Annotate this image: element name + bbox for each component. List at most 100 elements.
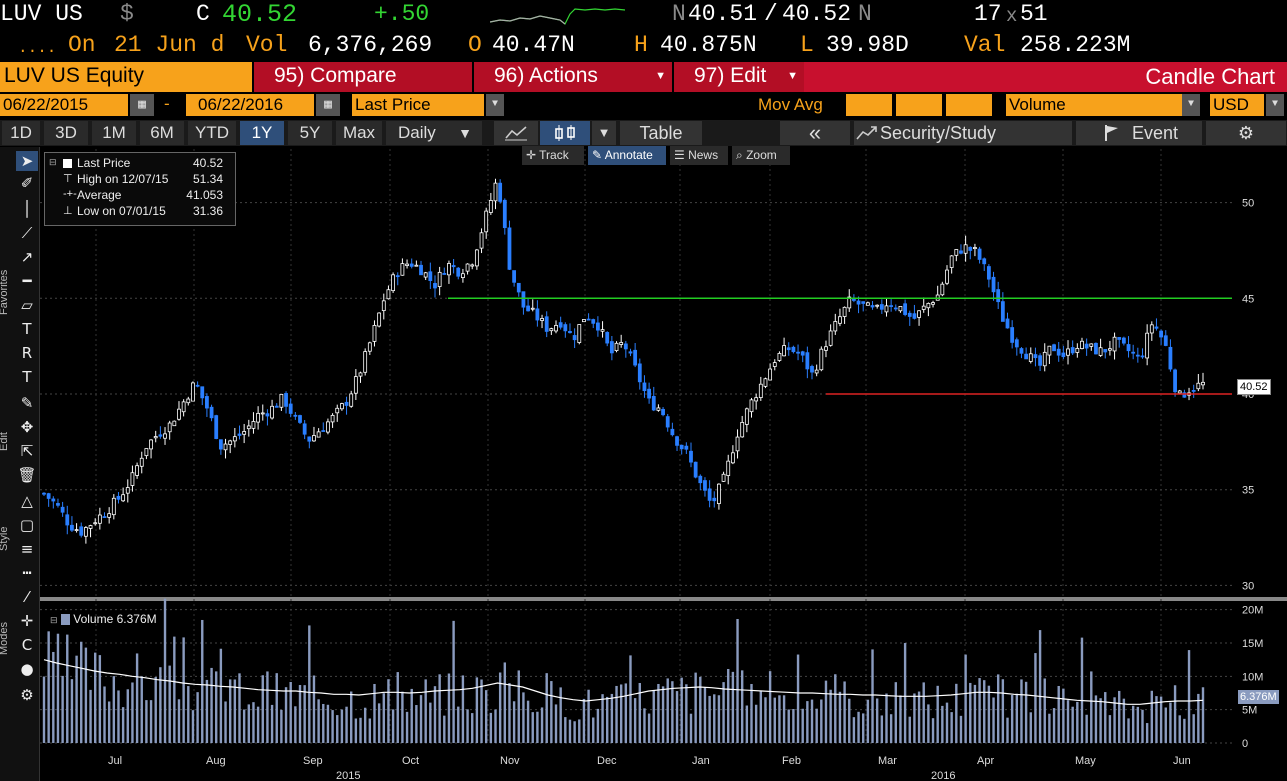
eraser-icon[interactable]: ⁄ [25,588,29,606]
dropdown-arrow-icon[interactable]: ▼ [486,94,504,116]
candle-body [758,383,763,398]
vertical-line-icon[interactable]: │ [22,200,32,218]
dash-style-icon[interactable]: ┅ [22,564,32,582]
frequency-select[interactable]: Daily ▼ [386,121,482,145]
volume-bar [959,715,963,743]
news-button[interactable]: ☰ News [670,146,728,165]
volume-bar [908,716,911,743]
mov-avg-input-3[interactable] [946,94,992,116]
volume-value: 6,376,269 [308,32,433,58]
ray-icon[interactable]: ↗ [20,248,34,266]
back-icon[interactable]: « [780,121,850,145]
candle-body [470,264,475,267]
dropdown-arrow-icon[interactable]: ▼ [1182,94,1200,116]
candle-body [544,316,549,332]
select-icon[interactable]: ⇱ [20,442,34,460]
currency-select[interactable]: USD [1210,94,1264,116]
period-1d[interactable]: 1D [2,121,40,145]
security-study-button[interactable]: Security/Study [854,121,1072,145]
candle-body [591,319,596,324]
ruler-icon[interactable]: R [21,344,33,362]
volume-bar [838,691,842,743]
pencil-icon[interactable]: ✎ [20,394,34,412]
line-chart-icon[interactable] [494,121,538,145]
calendar-icon[interactable]: ▦ [316,94,340,116]
end-date-input[interactable]: 06/22/2016 [186,94,314,116]
lower-study-select[interactable]: Volume [1006,94,1182,116]
percent-icon[interactable]: T [22,368,32,386]
line-weight-icon[interactable]: ≡ [20,540,34,558]
price-legend[interactable]: ⊟ Last Price 40.52 ⊤ High on 12/07/15 51… [44,152,236,226]
period-3d[interactable]: 3D [44,121,88,145]
candle-body [712,497,717,502]
text-icon[interactable]: T [22,320,32,338]
month-label: Oct [402,755,419,767]
volume-bar [182,637,185,743]
period-ytd[interactable]: YTD [188,121,236,145]
event-button[interactable]: Event [1076,121,1202,145]
period-5y[interactable]: 5Y [288,121,332,145]
candle-body [409,263,414,267]
price-field-select[interactable]: Last Price [352,94,484,116]
pen-icon[interactable]: ✐ [20,174,34,192]
period-max[interactable]: Max [336,121,382,145]
horizontal-line-icon[interactable]: ━ [22,272,32,290]
ticker-symbol[interactable]: LUV US [0,1,83,27]
line-style-icon[interactable]: △ [21,492,33,510]
volume-tick-label: 5M [1242,705,1257,717]
move-icon[interactable]: ✥ [20,418,34,436]
crosshair-icon[interactable]: ✛ [20,612,34,630]
period-6m[interactable]: 6M [140,121,184,145]
candle-body [149,439,153,450]
candle-body [274,405,279,408]
calendar-icon[interactable]: ▦ [130,94,154,116]
annotate-button[interactable]: ✎ Annotate [588,146,666,165]
collapse-icon[interactable]: ⊟ [50,615,58,625]
table-button[interactable]: Table [620,121,702,145]
pointer-icon[interactable]: ➤ [16,151,38,171]
chart-type-dropdown-icon[interactable]: ▼ [592,121,616,145]
trash-icon[interactable]: 🗑 [17,466,37,484]
options-gear-icon[interactable]: ⚙ [20,686,34,704]
magnet-icon[interactable]: C [21,636,33,654]
candle-body [1117,337,1122,340]
flag-icon [1105,125,1118,141]
trendline-icon[interactable]: ⟋ [21,224,33,242]
start-date-input[interactable]: 06/22/2015 [0,94,128,116]
volume-bar [121,707,125,743]
mov-avg-input-2[interactable] [896,94,942,116]
collapse-icon[interactable]: ⊟ [49,157,57,167]
period-1y[interactable]: 1Y [240,121,284,145]
volume-bar [312,675,316,743]
candle-body [153,436,158,439]
candle-body [516,282,521,293]
compare-button[interactable]: 95) Compare [252,62,472,92]
fill-color-icon[interactable]: ▢ [19,516,35,534]
security-field[interactable]: LUV US Equity [0,62,252,92]
candle-body [884,305,889,313]
candle-chart-icon[interactable] [540,121,590,145]
candle-body [451,265,456,268]
mov-avg-input-1[interactable] [846,94,892,116]
volume-bar [652,690,655,743]
actions-button[interactable]: 96) Actions ▼ [472,62,672,92]
edit-button[interactable]: 97) Edit ▼ [672,62,804,92]
candle-body [535,308,540,321]
zoom-button[interactable]: ⌕ Zoom [732,146,790,165]
channel-icon[interactable]: ▱ [21,296,33,314]
volume-legend[interactable]: ⊟ Volume 6.376M [50,612,157,626]
candle-body [870,305,875,308]
volume-bar [1201,687,1205,743]
settings-gear-icon[interactable]: ⚙ [1206,121,1286,145]
color-dots-icon[interactable]: ● [20,660,34,678]
period-1m[interactable]: 1M [92,121,136,145]
candle-body [973,247,977,249]
volume-bar [824,680,828,743]
dropdown-arrow-icon[interactable]: ▼ [1266,94,1284,116]
candle-body [474,249,479,267]
candle-body [316,431,321,438]
candle-body [265,413,270,417]
volume-bar [475,677,479,743]
track-button[interactable]: ✛ Track [522,146,584,165]
